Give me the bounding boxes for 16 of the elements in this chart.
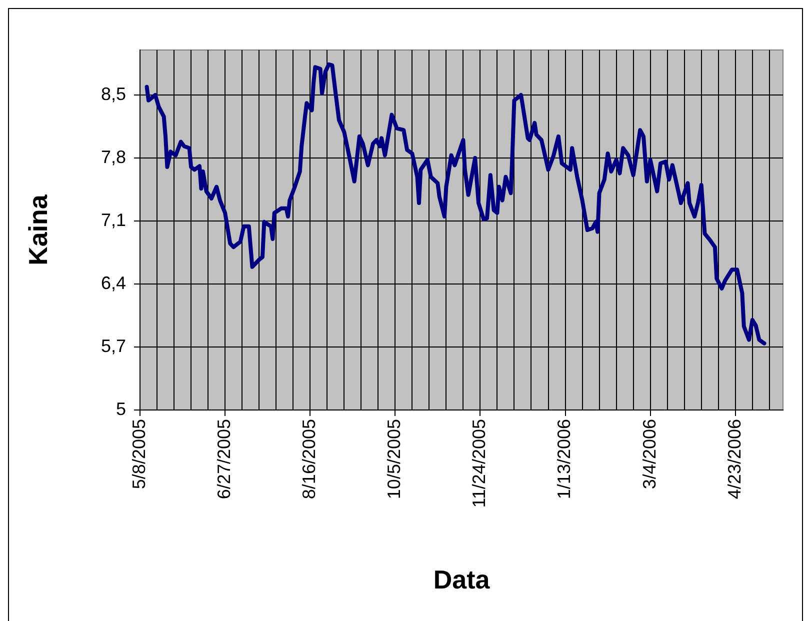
- x-tick-label: 4/23/2006: [724, 419, 744, 500]
- x-tick-label: 3/4/2006: [639, 419, 660, 490]
- x-tick-label: 5/8/2005: [128, 419, 149, 490]
- y-tick-label: 7,1: [100, 210, 126, 230]
- x-tick-label: 8/16/2005: [299, 419, 320, 500]
- y-tick-label: 5,7: [100, 336, 126, 356]
- x-axis-title: Data: [433, 564, 490, 595]
- y-tick-label: 5: [116, 398, 126, 419]
- x-tick-label: 6/27/2005: [214, 419, 234, 500]
- x-tick-label: 10/5/2005: [384, 419, 404, 500]
- x-tick-label: 11/24/2005: [469, 419, 490, 508]
- y-axis-title: Kaina: [22, 194, 53, 266]
- y-tick-label: 7,8: [100, 146, 126, 167]
- x-tick-label: 1/13/2006: [554, 419, 574, 500]
- y-tick-label: 8,5: [100, 84, 126, 104]
- y-tick-label: 6,4: [100, 272, 126, 293]
